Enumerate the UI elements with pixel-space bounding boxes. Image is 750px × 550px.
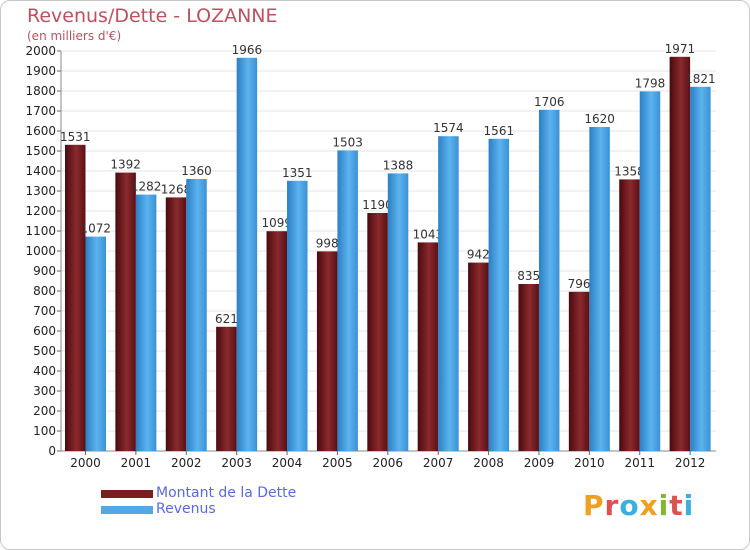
data-label-dette: 1971	[665, 42, 696, 56]
y-tick-label: 1500	[25, 144, 56, 158]
x-tick-label: 2003	[221, 456, 252, 470]
data-label-dette: 1392	[110, 158, 141, 172]
x-tick-label: 2012	[675, 456, 706, 470]
y-tick-label: 1400	[25, 164, 56, 178]
y-tick-label: 1300	[25, 184, 56, 198]
bar-dette	[417, 242, 439, 451]
y-tick-label: 1900	[25, 64, 56, 78]
data-label-revenus: 1561	[484, 124, 515, 138]
bar-revenus	[287, 180, 308, 452]
x-tick-label: 2010	[574, 456, 605, 470]
bar-dette	[619, 179, 640, 451]
data-label-dette: 1531	[60, 130, 91, 144]
bar-dette	[568, 291, 590, 451]
data-label-dette: 621	[215, 312, 238, 326]
data-label-revenus: 1706	[534, 95, 565, 109]
data-label-dette: 1358	[614, 164, 645, 178]
legend-label-revenus: Revenus	[156, 501, 216, 517]
bar-revenus	[337, 150, 358, 451]
bar-dette	[518, 284, 539, 451]
data-label-revenus: 1966	[232, 43, 263, 57]
y-tick-label: 300	[33, 384, 56, 398]
y-tick-label: 1100	[25, 224, 56, 238]
bar-revenus	[488, 138, 510, 452]
bar-dette	[669, 56, 691, 452]
data-label-dette: 942	[467, 248, 490, 262]
bar-dette	[115, 172, 136, 451]
x-tick-label: 2000	[70, 456, 101, 470]
bar-revenus	[538, 109, 560, 452]
legend-swatch-revenus	[101, 506, 153, 514]
bar-dette	[266, 231, 288, 451]
chart-subtitle: (en milliers d'€)	[27, 29, 122, 43]
bar-revenus	[589, 127, 610, 451]
data-label-revenus: 1798	[635, 76, 666, 90]
proxiti-logo: Proxiti	[583, 489, 695, 522]
y-tick-label: 400	[33, 364, 56, 378]
bar-dette	[65, 144, 86, 452]
data-label-revenus: 1620	[584, 112, 615, 126]
data-label-dette: 1190	[362, 198, 393, 212]
bar-revenus	[438, 136, 459, 451]
y-tick-label: 1700	[25, 104, 56, 118]
y-tick-label: 500	[33, 344, 56, 358]
y-tick-label: 200	[33, 404, 56, 418]
data-label-dette: 835	[517, 269, 540, 283]
y-tick-label: 1600	[25, 124, 56, 138]
x-tick-label: 2001	[121, 456, 152, 470]
bar-dette	[367, 213, 388, 451]
bar-revenus	[85, 236, 106, 451]
data-label-dette: 1268	[161, 182, 192, 196]
bar-revenus	[186, 179, 207, 451]
y-tick-label: 1000	[25, 244, 56, 258]
y-tick-label: 900	[33, 264, 56, 278]
x-tick-label: 2006	[373, 456, 404, 470]
data-label-revenus: 1388	[383, 158, 414, 172]
legend-swatch-dette	[101, 490, 153, 498]
data-label-revenus: 1821	[685, 72, 716, 86]
bar-revenus	[387, 173, 409, 451]
x-tick-label: 2008	[473, 456, 504, 470]
bar-dette	[165, 197, 187, 451]
bar-revenus	[236, 57, 258, 452]
y-tick-label: 1200	[25, 204, 56, 218]
y-tick-label: 800	[33, 284, 56, 298]
y-tick-label: 600	[33, 324, 56, 338]
data-label-dette: 796	[568, 277, 591, 291]
x-tick-label: 2007	[423, 456, 454, 470]
bar-revenus	[135, 194, 157, 451]
bar-revenus	[639, 91, 661, 452]
x-tick-label: 2004	[272, 456, 303, 470]
data-label-dette: 1099	[262, 216, 293, 230]
data-label-revenus: 1282	[131, 180, 162, 194]
bar-dette	[468, 262, 489, 451]
data-label-dette: 998	[316, 236, 339, 250]
data-label-revenus: 1503	[332, 135, 363, 149]
y-tick-label: 100	[33, 424, 56, 438]
data-label-revenus: 1574	[433, 121, 464, 135]
bar-dette	[316, 251, 338, 451]
data-label-revenus: 1351	[282, 166, 313, 180]
legend-label-dette: Montant de la Dette	[156, 485, 297, 501]
bar-revenus	[690, 86, 711, 452]
x-tick-label: 2002	[171, 456, 202, 470]
data-label-dette: 1043	[413, 227, 444, 241]
y-tick-label: 2000	[25, 44, 56, 58]
data-label-revenus: 1360	[181, 164, 212, 178]
x-tick-label: 2011	[624, 456, 655, 470]
data-label-revenus: 1072	[80, 222, 111, 236]
y-tick-label: 1800	[25, 84, 56, 98]
x-tick-label: 2009	[524, 456, 555, 470]
x-tick-label: 2005	[322, 456, 353, 470]
y-tick-label: 700	[33, 304, 56, 318]
chart-title: Revenus/Dette - LOZANNE	[27, 5, 278, 27]
y-tick-label: 0	[48, 444, 56, 458]
bar-dette	[216, 326, 237, 451]
